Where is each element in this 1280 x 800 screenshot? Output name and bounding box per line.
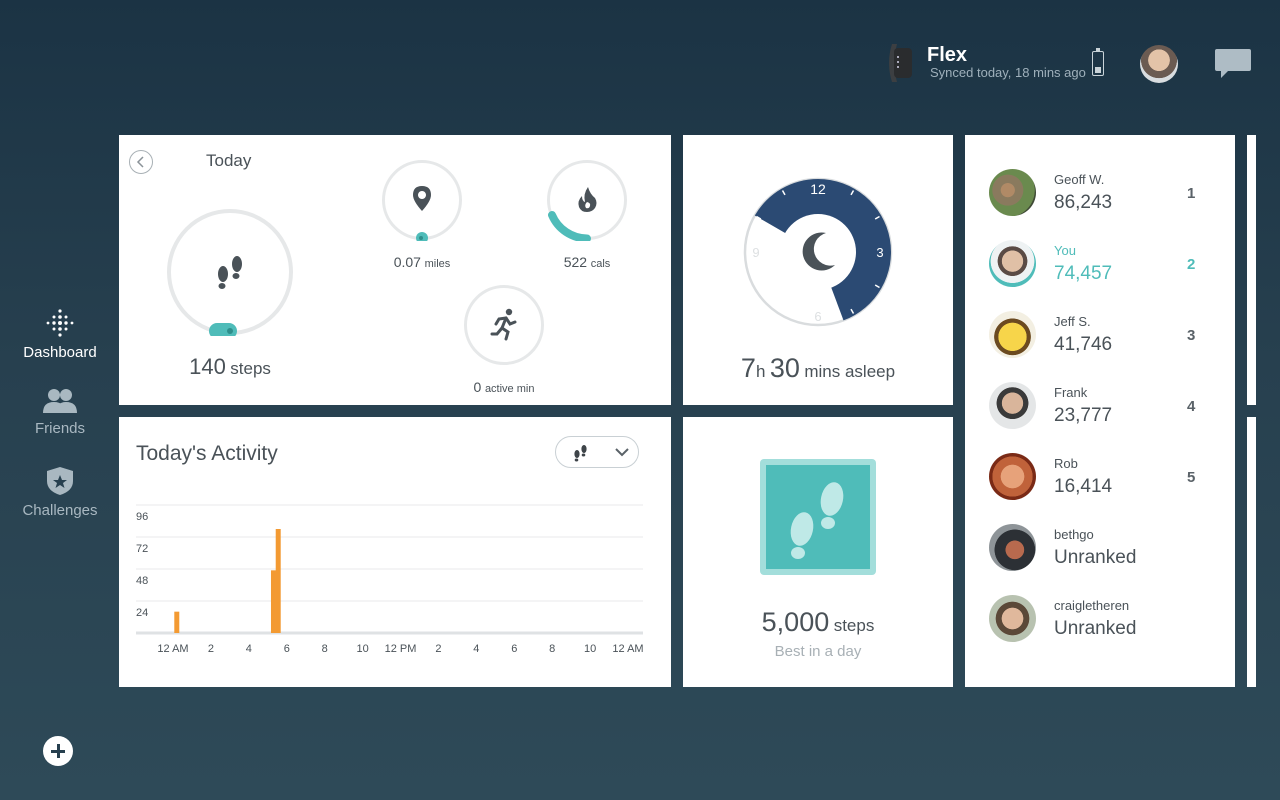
x-tick-label: 8 [322,643,328,655]
dial-tick [756,284,762,289]
leaderboard-row[interactable]: Frank 23,777 4 [965,348,1235,429]
leaderboard-row[interactable]: Rob 16,414 5 [965,419,1235,500]
date-label: Today [206,151,252,170]
x-tick-label: 6 [284,643,290,655]
avatar [989,169,1036,216]
steps-icon [574,445,587,462]
sleep-clock-dial[interactable]: 12 3 6 9 [743,177,893,327]
x-tick-label: 12 AM [157,643,188,655]
active-minutes-ring[interactable] [463,284,545,366]
x-tick-label: 4 [473,643,479,655]
calories-ring[interactable] [546,159,628,241]
device-name[interactable]: Flex [927,44,968,66]
steps-progress-ring[interactable] [166,208,294,336]
sidebar-item-challenges[interactable]: Challenges [0,466,120,519]
flex-tracker-icon [889,44,912,82]
distance-ring[interactable] [381,159,463,241]
x-tick-label: 10 [584,643,596,655]
y-tick-label: 48 [136,575,148,587]
x-tick-label: 2 [435,643,441,655]
sync-status: Synced today, 18 mins ago [930,65,1086,80]
todays-activity-card: Today's Activity 24 48 72 96 12 AM 2 4 6 8 10 12 P… [119,417,671,687]
leaderboard-row[interactable]: bethgo Unranked [965,490,1235,571]
flame-icon [578,187,597,212]
runner-icon [490,308,517,341]
dial-label-12: 12 [810,181,826,197]
leaderboard-row[interactable]: Jeff S. 41,746 3 [965,277,1235,358]
distance-value: 0.07 miles [393,254,451,270]
badge-caption: Best in a day [774,643,862,660]
sleep-duration: 7h 30 mins asleep [740,353,896,383]
dial-tick [850,190,855,196]
avatar [989,382,1036,429]
avatar [989,311,1036,358]
x-tick-label: 12 PM [385,643,417,655]
leaderboard-row[interactable]: craigletheren Unranked [965,561,1235,642]
friends-icon [43,389,77,413]
metric-dropdown[interactable] [555,436,639,468]
sidebar-item-dashboard[interactable]: Dashboard [0,308,120,361]
dial-label-6: 6 [814,309,821,324]
dial-label-9: 9 [752,245,759,260]
x-tick-label: 4 [246,643,252,655]
next-card-edge[interactable] [1247,417,1256,687]
sleep-card: 12 3 6 9 7h 30 mins asleep [683,135,953,405]
x-tick-label: 6 [511,643,517,655]
avatar [989,595,1036,642]
steps-icon [218,256,242,289]
activity-bar [174,611,180,633]
y-tick-label: 72 [136,543,148,555]
badge-value: 5,000 steps [761,607,875,637]
user-avatar[interactable] [1140,45,1178,83]
dial-tick [874,284,880,289]
avatar [989,240,1036,287]
y-tick-label: 96 [136,511,148,523]
sidebar-item-friends[interactable]: Friends [0,388,120,437]
chat-icon[interactable] [1214,48,1252,80]
sidebar-item-label: Friends [34,420,86,437]
dial-tick [781,308,786,314]
location-pin-icon [413,186,431,211]
active-minutes-value: 0 active min [473,379,535,395]
leaderboard-row-self[interactable]: You 74,457 2 [965,206,1235,287]
activity-bar [270,570,276,633]
x-tick-label: 10 [356,643,368,655]
activity-title: Today's Activity [136,442,278,465]
friends-leaderboard-card: Geoff W. 86,243 1 You 74,457 2 Jeff S. 4… [965,135,1235,687]
x-tick-label: 8 [549,643,555,655]
sidebar-item-label: Dashboard [23,344,97,361]
dial-tick [756,215,762,220]
chevron-left-icon [136,156,144,168]
add-button[interactable] [43,736,73,766]
dial-tick [850,308,855,314]
fitbit-dots-icon [46,309,74,337]
dial-tick [874,215,880,220]
today-summary-card: Today 140 steps 0.07 miles 522 cals [119,135,671,405]
avatar [989,453,1036,500]
avatar [989,524,1036,571]
calories-value: 522 cals [563,254,611,270]
steps-value: 140 steps [189,354,271,379]
challenges-badge-icon [47,467,73,495]
sidebar-item-label: Challenges [22,502,98,519]
battery-icon [1092,48,1104,76]
dial-tick [781,190,786,196]
chevron-down-icon [615,448,629,457]
next-card-edge[interactable] [1247,135,1256,405]
dial-label-3: 3 [876,245,883,260]
badge-card[interactable]: 5,000 steps Best in a day [683,417,953,687]
steps-badge [760,459,876,575]
activity-bar [275,529,281,633]
back-button[interactable] [129,150,153,174]
leaderboard-row[interactable]: Geoff W. 86,243 1 [965,135,1235,216]
y-tick-label: 24 [136,607,148,619]
moon-icon [802,232,835,271]
footprints-icon [790,482,844,559]
x-tick-label: 12 AM [612,643,643,655]
x-tick-label: 2 [208,643,214,655]
